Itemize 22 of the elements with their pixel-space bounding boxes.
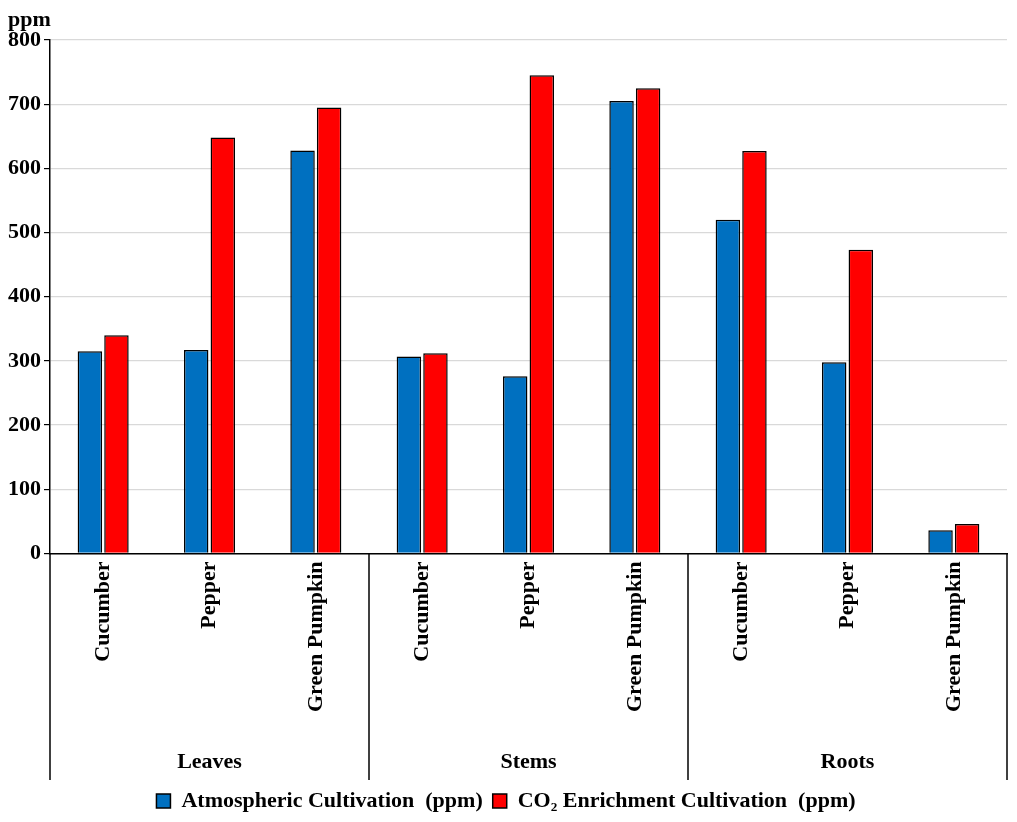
x-tick-label: Green Pumpkin — [939, 561, 965, 712]
x-tick-label: Green Pumpkin — [301, 561, 327, 712]
y-tick-label: 100 — [8, 474, 41, 500]
x-tick-label: Pepper — [195, 561, 221, 629]
x-tick-label: Green Pumpkin — [620, 561, 646, 712]
y-tick-label: 200 — [8, 410, 41, 436]
y-tick-label: 700 — [8, 89, 41, 115]
y-tick-label: 500 — [8, 218, 41, 244]
x-tick-label: Cucumber — [88, 561, 114, 662]
x-tick-label: Cucumber — [407, 561, 433, 662]
y-tick-label: 0 — [30, 539, 41, 565]
y-tick-label: 400 — [8, 282, 41, 308]
legend-label: Atmospheric Cultivation (ppm) — [181, 786, 483, 812]
text: Leaves — [177, 747, 243, 773]
x-tick-label: Cucumber — [726, 561, 752, 662]
text: Stems — [500, 747, 558, 773]
legend-label: CO₂ Enrichment Cultivation (ppm) — [517, 786, 856, 812]
y-tick-label: 600 — [8, 154, 41, 180]
text: Roots — [820, 747, 875, 773]
y-tick-label: 300 — [8, 346, 41, 372]
x-tick-label: Pepper — [514, 561, 540, 629]
x-tick-label: Pepper — [833, 561, 859, 629]
